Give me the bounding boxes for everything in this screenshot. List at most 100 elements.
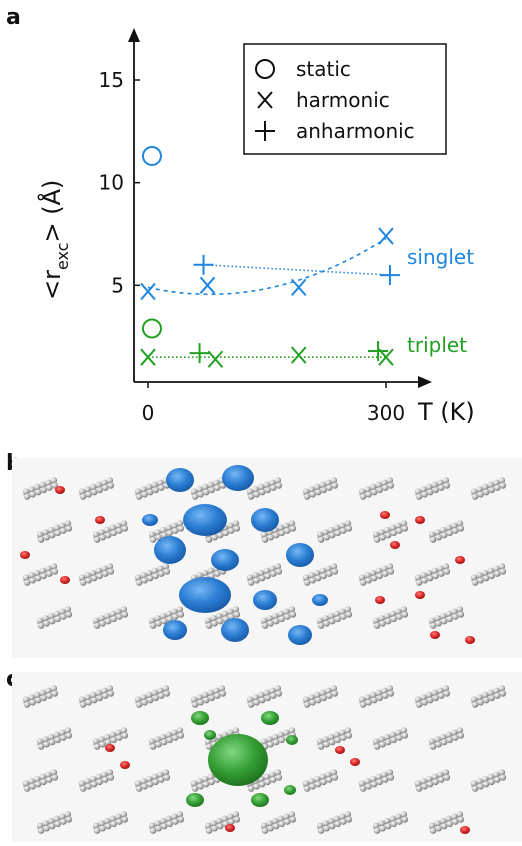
triplet-label: triplet [407,333,467,357]
data-point-singlet-anharmonic [379,265,400,286]
hole-lobe [465,636,475,644]
molecule [92,727,129,750]
y-tick-label: 10 [99,171,124,195]
molecule [148,606,185,629]
molecule [246,477,283,500]
fit-line-singlet-anharmonic [203,264,391,276]
fit-line-singlet-harmonic [147,237,387,296]
hole-lobe [350,758,360,766]
hole-lobe [95,516,105,524]
electron-lobe [288,625,312,645]
triplet-lobe [251,793,269,807]
x-tick-label: 0 [142,401,155,425]
data-point-singlet-anharmonic [193,254,214,275]
molecule [204,811,241,834]
data-point-triplet-harmonic [290,346,307,364]
molecule [316,520,353,543]
molecule [134,477,171,500]
electron-lobe [179,577,231,613]
molecule [358,769,395,792]
x-axis-arrow [418,376,432,388]
molecule [246,769,283,792]
molecule [148,811,185,834]
molecule [190,685,227,708]
molecule [414,563,451,586]
triplet-lobe [191,711,209,725]
molecule [414,685,451,708]
molecule [414,477,451,500]
molecule [36,606,73,629]
data-point-triplet-anharmonic [368,341,389,362]
molecule [78,685,115,708]
panel-label-a: a [6,5,21,30]
electron-lobe [211,549,239,571]
molecule [134,769,171,792]
molecule [78,477,115,500]
x-tick-label: 300 [367,401,405,425]
legend: static harmonic anharmonic [243,43,447,155]
hole-lobe [455,556,465,564]
molecule [316,811,353,834]
molecule [428,606,465,629]
electron-lobe [163,620,187,640]
y-tick-label: 15 [99,68,124,92]
hole-lobe [415,516,425,524]
y-tick-label: 5 [111,273,124,297]
legend-label-anharmonic: anharmonic [296,119,415,143]
legend-box [243,43,447,155]
molecule [78,563,115,586]
chart-panel-a: 5 10 15 0 300 T (K) <rexc> (Å) singlet triplet st… [37,28,475,426]
data-point-triplet-harmonic [140,348,156,366]
series-triplet-anharmonic [189,341,389,364]
hole-lobe [105,744,115,752]
molecule [372,727,409,750]
data-point-singlet-static [141,145,162,166]
legend-marker-x [257,91,273,109]
singlet-exciton-isosurface [12,458,522,658]
y-axis-label: <rexc> (Å) [37,180,72,300]
molecule [372,811,409,834]
data-point-triplet-anharmonic [189,343,210,364]
molecule [316,606,353,629]
molecule [470,685,507,708]
hole-lobe [430,631,440,639]
legend-marker-circle [255,59,275,79]
series-singlet-harmonic [140,227,394,301]
molecule [190,477,227,500]
molecule [78,769,115,792]
molecule [470,563,507,586]
molecule [92,520,129,543]
hole-lobe [415,591,425,599]
triplet-lobe [286,735,298,745]
molecule [22,477,59,500]
molecule [470,769,507,792]
data-point-singlet-harmonic [140,282,156,301]
molecule [428,520,465,543]
hole-lobe [380,511,390,519]
series-triplet-static [141,318,162,339]
data-point-singlet-harmonic [199,276,216,294]
hole-lobe [375,596,385,604]
molecule [92,811,129,834]
series-singlet-static [141,145,162,166]
hole-lobe [225,824,235,832]
molecule [428,811,465,834]
molecule [246,563,283,586]
electron-lobe [286,543,314,567]
molecule [302,769,339,792]
hole-lobe [120,761,130,769]
molecule [22,769,59,792]
molecule [316,727,353,750]
data-point-triplet-static [141,318,162,339]
triplet-lobe [261,711,279,725]
legend-marker-plus [255,121,275,141]
series-singlet-anharmonic [193,254,400,286]
hole-lobe [335,746,345,754]
molecule [260,606,297,629]
molecule [302,685,339,708]
electron-lobe [154,536,186,564]
molecule [36,727,73,750]
legend-label-harmonic: harmonic [296,88,390,112]
x-axis-label: T (K) [417,398,475,426]
